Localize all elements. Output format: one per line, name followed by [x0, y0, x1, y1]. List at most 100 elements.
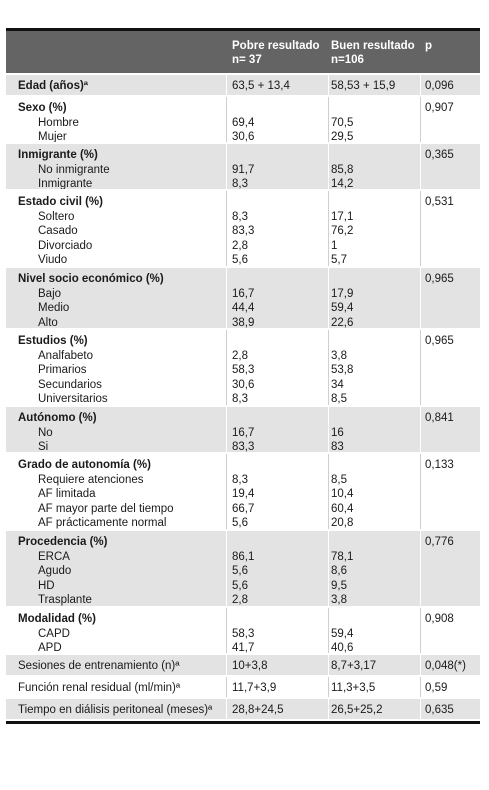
row-label-cell: Nivel socio económico (%) Bajo Medio Alto — [18, 272, 223, 330]
value-pobre: 69,4 — [232, 116, 255, 129]
value-buen: 14,2 — [331, 178, 354, 190]
value-pobre: 30,6 — [232, 378, 255, 391]
column-separator — [328, 454, 329, 529]
value-pobre: 5,6 — [232, 565, 248, 577]
spacer — [331, 195, 421, 210]
spacer — [232, 101, 328, 116]
value-buen-cell: 17,1 76,2 1 5,7 — [331, 195, 421, 268]
row-label-cell: Sesiones de entrenamiento (n)ª — [18, 659, 223, 674]
row-sublabel: ERCA — [38, 550, 70, 563]
row-label-cell: Edad (años)ª — [18, 79, 223, 94]
row-sublabel: Secundarios — [38, 378, 102, 391]
value-buen-cell: 8,7+3,17 — [331, 659, 421, 674]
value-pobre: 83,3 — [232, 441, 255, 453]
column-separator — [226, 75, 227, 95]
row-label: Tiempo en diálisis peritoneal (meses)ª — [18, 704, 213, 716]
row-sublabel: Hombre — [38, 116, 79, 129]
column-separator — [420, 191, 421, 266]
p-value: 0,048(*) — [425, 660, 466, 672]
spacer — [331, 411, 421, 426]
value-pobre: 91,7 — [232, 163, 255, 176]
row-label: Autónomo (%) — [18, 412, 97, 424]
value-pobre-cell: 8,3 19,4 66,7 5,6 — [232, 458, 328, 531]
spacer — [331, 458, 421, 473]
column-separator — [420, 699, 421, 719]
row-label-cell: Estado civil (%) Soltero Casado Divorciado V… — [18, 195, 223, 268]
value-buen: 58,53 + 15,9 — [331, 80, 396, 92]
value-pobre-cell: 16,7 44,4 38,9 — [232, 272, 328, 330]
column-separator — [226, 330, 227, 405]
row-label: Estudios (%) — [18, 335, 88, 347]
header-pobre-label: Pobre resultado — [232, 40, 320, 52]
row-label-cell: Sexo (%) Hombre Mujer — [18, 101, 223, 145]
p-value: 0,841 — [425, 412, 454, 424]
p-value: 0,965 — [425, 273, 454, 285]
value-buen: 20,8 — [331, 517, 354, 529]
spacer — [331, 535, 421, 550]
p-value: 0,096 — [425, 80, 454, 92]
spacer — [232, 612, 328, 627]
value-buen-cell: 11,3+3,5 — [331, 681, 421, 696]
value-buen: 10,4 — [331, 488, 354, 500]
column-separator — [226, 608, 227, 653]
row-sublabel: Requiere atenciones — [38, 473, 144, 486]
header-buen-n: n=106 — [331, 54, 364, 66]
header-buen-resultado: Buen resultado n=106 — [331, 39, 421, 67]
value-buen: 17,1 — [331, 210, 354, 223]
value-pobre: 5,6 — [232, 517, 248, 529]
column-separator — [420, 454, 421, 529]
value-pobre: 10+3,8 — [232, 660, 268, 672]
value-buen: 22,6 — [331, 316, 354, 329]
column-separator — [420, 75, 421, 95]
value-buen-cell: 16 83 — [331, 411, 421, 455]
row-label-cell: Inmigrante (%) No inmigrante Inmigrante — [18, 148, 223, 192]
value-pobre-cell: 10+3,8 — [232, 659, 328, 674]
row-sublabel: Casado — [38, 225, 78, 237]
row-label: Procedencia (%) — [18, 536, 108, 548]
row-label: Función renal residual (ml/min)ª — [18, 682, 181, 694]
table-row: Estudios (%) Analfabeto Primarios Secundari… — [6, 328, 480, 405]
value-buen: 60,4 — [331, 502, 354, 515]
p-value: 0,531 — [425, 196, 454, 208]
value-pobre: 86,1 — [232, 550, 255, 563]
row-label: Sesiones de entrenamiento (n)ª — [18, 660, 180, 672]
value-buen: 76,2 — [331, 225, 354, 237]
value-pobre: 28,8+24,5 — [232, 704, 284, 716]
value-buen: 3,8 — [331, 349, 347, 362]
value-pobre-cell: 11,7+3,9 — [232, 681, 328, 696]
spacer — [331, 148, 421, 163]
column-separator — [328, 608, 329, 653]
value-buen-cell: 70,5 29,5 — [331, 101, 421, 145]
data-table: Pobre resultado n= 37 Buen resultado n=1… — [6, 28, 480, 724]
column-separator — [226, 454, 227, 529]
spacer — [331, 612, 421, 627]
value-pobre-cell: 86,1 5,6 5,6 2,8 — [232, 535, 328, 608]
table-row: Estado civil (%) Soltero Casado Divorciado V… — [6, 189, 480, 266]
row-label-cell: Grado de autonomía (%) Requiere atencione… — [18, 458, 223, 531]
column-separator — [226, 699, 227, 719]
top-rule — [6, 28, 480, 31]
spacer — [232, 334, 328, 349]
p-value: 0,635 — [425, 704, 454, 716]
value-pobre-cell: 16,7 83,3 — [232, 411, 328, 455]
value-pobre-cell: 2,8 58,3 30,6 8,3 — [232, 334, 328, 407]
value-pobre-cell: 63,5 + 13,4 — [232, 79, 328, 94]
row-sublabel: AF mayor parte del tiempo — [38, 502, 174, 515]
value-buen-cell: 78,1 8,6 9,5 3,8 — [331, 535, 421, 608]
spacer — [331, 272, 421, 287]
column-separator — [328, 677, 329, 697]
row-sublabel: Universitarios — [38, 393, 108, 405]
value-buen: 70,5 — [331, 116, 354, 129]
row-label: Modalidad (%) — [18, 613, 96, 625]
column-separator — [328, 407, 329, 452]
table-row: Nivel socio económico (%) Bajo Medio Alto 16… — [6, 266, 480, 330]
column-separator — [328, 531, 329, 606]
p-value: 0,907 — [425, 102, 454, 114]
row-label: Estado civil (%) — [18, 196, 103, 208]
bottom-rule — [6, 721, 480, 724]
value-pobre: 19,4 — [232, 488, 255, 500]
value-pobre: 5,6 — [232, 254, 248, 266]
value-buen-cell: 85,8 14,2 — [331, 148, 421, 192]
row-label-cell: Función renal residual (ml/min)ª — [18, 681, 223, 696]
value-pobre: 30,6 — [232, 131, 255, 143]
